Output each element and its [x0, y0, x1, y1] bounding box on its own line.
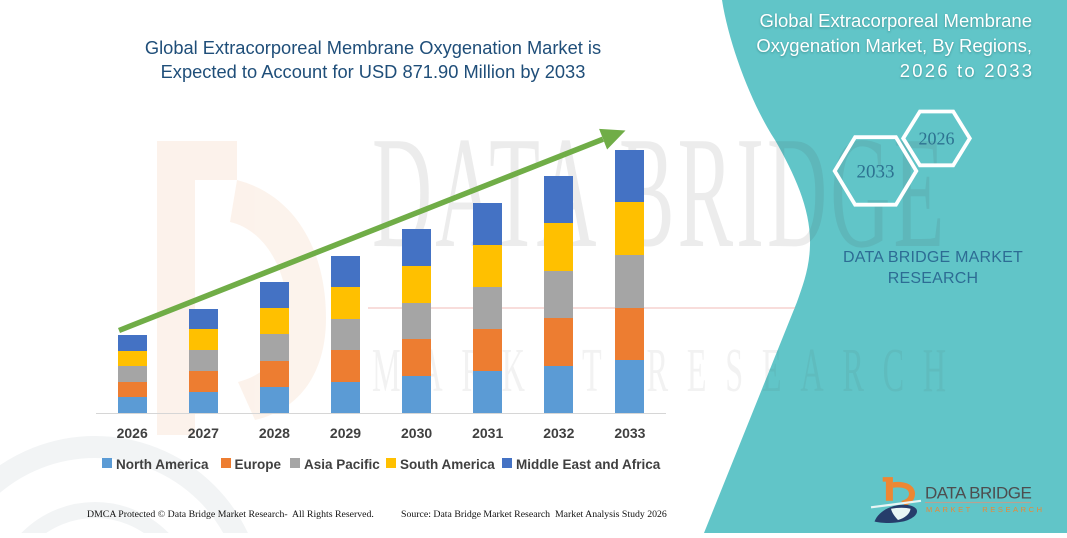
svg-text:2033: 2033 [857, 162, 895, 183]
svg-text:MARKET RESEARCH: MARKET RESEARCH [926, 505, 1045, 514]
svg-text:DATA BRIDGE: DATA BRIDGE [925, 484, 1031, 503]
svg-text:2026: 2026 [919, 129, 955, 149]
